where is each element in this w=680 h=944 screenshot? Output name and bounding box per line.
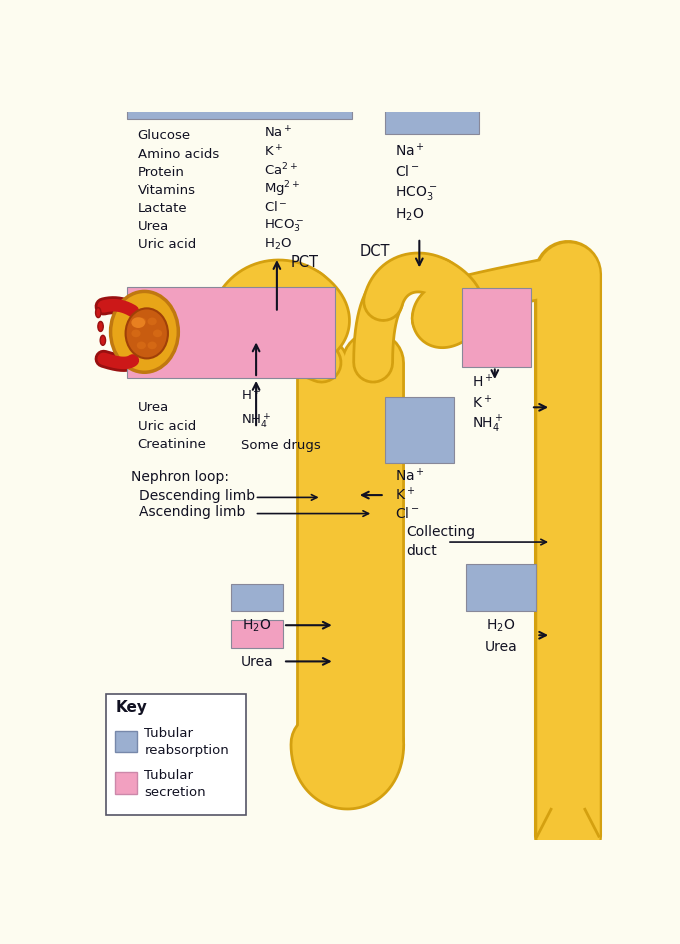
Text: H$_2$O: H$_2$O [396, 207, 425, 223]
Bar [106, 694, 246, 816]
Polygon shape [537, 275, 599, 836]
Text: H$_2$O
Urea: H$_2$O Urea [485, 617, 517, 654]
Text: Na$^+$: Na$^+$ [396, 467, 426, 484]
Text: K$^+$: K$^+$ [396, 485, 415, 502]
Text: HCO$_3^-$: HCO$_3^-$ [264, 217, 304, 234]
Text: H$^+$: H$^+$ [241, 388, 261, 403]
Bar [462, 289, 531, 367]
Text: Urea
Uric acid
Creatinine: Urea Uric acid Creatinine [137, 400, 207, 450]
Text: H$_2$O: H$_2$O [264, 237, 292, 252]
Text: K$^+$: K$^+$ [473, 394, 492, 412]
Text: Urea: Urea [241, 655, 273, 668]
Text: Cl$^-$: Cl$^-$ [264, 200, 288, 214]
Ellipse shape [137, 318, 146, 326]
Bar [385, 31, 479, 135]
Bar [231, 584, 283, 612]
Ellipse shape [131, 318, 146, 329]
Text: Ca$^{2+}$: Ca$^{2+}$ [264, 162, 298, 178]
Text: Nephron loop:: Nephron loop: [131, 469, 229, 483]
Text: Mg$^{2+}$: Mg$^{2+}$ [264, 178, 301, 198]
Ellipse shape [111, 292, 178, 373]
Text: Glucose
Amino acids
Protein
Vitamins
Lactate
Urea
Uric acid: Glucose Amino acids Protein Vitamins Lac… [137, 129, 219, 251]
Text: NH$_4^+$: NH$_4^+$ [241, 411, 271, 430]
Text: Ascending limb: Ascending limb [139, 505, 245, 518]
Ellipse shape [148, 342, 157, 350]
Ellipse shape [153, 330, 162, 338]
Ellipse shape [100, 336, 105, 346]
Text: Cl$^-$: Cl$^-$ [396, 505, 420, 520]
Bar [126, 0, 352, 120]
Text: Cl$^-$: Cl$^-$ [396, 164, 420, 179]
Text: H$^+$: H$^+$ [473, 372, 494, 390]
Ellipse shape [98, 322, 103, 332]
Text: Tubular
secretion: Tubular secretion [144, 768, 206, 799]
Bar [385, 397, 454, 464]
Text: Key: Key [115, 699, 147, 714]
Text: PCT: PCT [291, 254, 319, 269]
Ellipse shape [131, 330, 141, 338]
Text: Some drugs: Some drugs [241, 438, 320, 451]
Bar [115, 731, 137, 752]
Text: H$_2$O: H$_2$O [242, 617, 271, 633]
Text: K$^+$: K$^+$ [264, 144, 283, 160]
Bar [115, 772, 137, 794]
Text: HCO$_3^-$: HCO$_3^-$ [396, 184, 438, 202]
Ellipse shape [126, 309, 168, 359]
Text: Na$^+$: Na$^+$ [264, 126, 292, 141]
Ellipse shape [96, 309, 101, 318]
Bar [126, 288, 335, 379]
Text: NH$_4^+$: NH$_4^+$ [473, 413, 504, 434]
Text: Tubular
reabsorption: Tubular reabsorption [144, 727, 229, 757]
Text: Descending limb: Descending limb [139, 489, 255, 502]
Ellipse shape [137, 342, 146, 350]
Ellipse shape [148, 318, 157, 326]
Text: Na$^+$: Na$^+$ [396, 142, 426, 159]
Bar [466, 564, 537, 612]
Text: Collecting
duct: Collecting duct [406, 525, 475, 557]
Bar [231, 620, 283, 648]
Text: DCT: DCT [360, 244, 390, 260]
